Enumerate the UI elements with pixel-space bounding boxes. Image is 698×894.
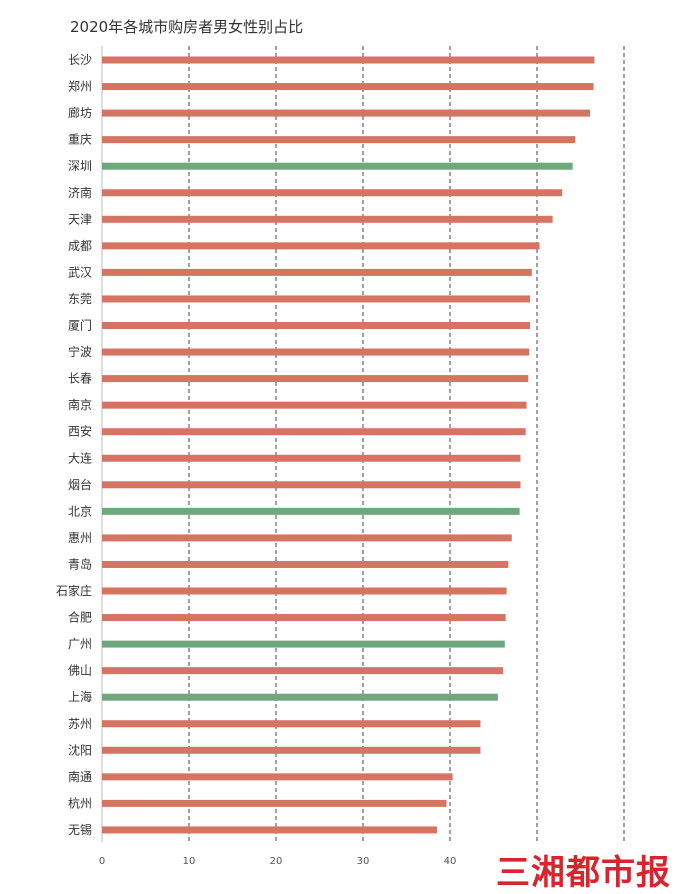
category-label-27: 南通 xyxy=(68,769,92,784)
bar-5 xyxy=(102,189,563,197)
bar-29 xyxy=(102,826,437,834)
category-label-20: 石家庄 xyxy=(56,583,92,598)
bar-24 xyxy=(102,693,498,701)
x-tick-label-10: 10 xyxy=(183,856,196,867)
category-label-8: 武汉 xyxy=(68,265,92,279)
bar-18 xyxy=(102,534,512,542)
chart-title: 2020年各城市购房者男女性别占比 xyxy=(70,18,304,36)
category-label-0: 长沙 xyxy=(68,53,92,67)
watermark-logo: 三湘都市报 xyxy=(496,853,671,893)
x-tick-label-0: 0 xyxy=(99,856,105,867)
bar-20 xyxy=(102,587,507,595)
bar-14 xyxy=(102,428,526,436)
category-label-26: 沈阳 xyxy=(68,742,92,757)
bar-8 xyxy=(102,268,532,276)
bar-3 xyxy=(102,136,576,144)
bar-2 xyxy=(102,109,591,117)
bar-19 xyxy=(102,560,509,568)
bar-23 xyxy=(102,667,504,675)
category-label-21: 合肥 xyxy=(68,610,92,625)
category-label-1: 郑州 xyxy=(68,79,92,94)
bar-9 xyxy=(102,295,531,303)
category-label-23: 佛山 xyxy=(68,664,92,678)
bar-13 xyxy=(102,401,527,409)
category-label-19: 青岛 xyxy=(68,556,92,571)
category-label-3: 重庆 xyxy=(68,133,92,147)
category-label-4: 深圳 xyxy=(68,159,92,173)
category-label-22: 广州 xyxy=(68,637,92,651)
bar-28 xyxy=(102,799,447,807)
x-tick-label-40: 40 xyxy=(444,856,457,867)
bar-7 xyxy=(102,242,540,250)
category-label-9: 东莞 xyxy=(68,292,92,306)
category-label-2: 廊坊 xyxy=(68,105,92,120)
category-label-17: 北京 xyxy=(68,504,92,518)
category-label-18: 惠州 xyxy=(68,531,92,545)
bar-22 xyxy=(102,640,505,648)
category-label-6: 天津 xyxy=(68,212,92,226)
category-label-16: 烟台 xyxy=(68,477,92,492)
category-label-5: 济南 xyxy=(68,185,92,200)
category-label-12: 长春 xyxy=(68,372,92,386)
category-label-24: 上海 xyxy=(68,689,92,704)
category-label-25: 苏州 xyxy=(68,717,92,731)
category-label-10: 厦门 xyxy=(68,318,92,333)
category-label-14: 西安 xyxy=(68,424,92,439)
category-label-13: 南京 xyxy=(68,397,92,412)
bar-15 xyxy=(102,454,521,462)
bar-0 xyxy=(102,56,595,64)
bar-10 xyxy=(102,322,531,329)
x-tick-label-20: 20 xyxy=(270,856,283,867)
category-label-15: 大连 xyxy=(68,450,92,465)
bar-16 xyxy=(102,481,521,489)
category-label-7: 成都 xyxy=(68,239,92,253)
category-label-29: 无锡 xyxy=(68,822,92,837)
bar-25 xyxy=(102,720,481,728)
x-tick-label-30: 30 xyxy=(357,856,370,867)
bar-6 xyxy=(102,215,553,223)
category-label-11: 宁波 xyxy=(68,344,92,359)
bar-27 xyxy=(102,773,453,781)
bar-17 xyxy=(102,507,520,515)
bar-12 xyxy=(102,375,529,383)
bar-26 xyxy=(102,746,481,754)
bar-11 xyxy=(102,348,530,356)
bar-4 xyxy=(102,162,573,170)
category-label-28: 杭州 xyxy=(68,795,92,810)
bar-1 xyxy=(102,83,594,91)
bar-21 xyxy=(102,614,506,622)
